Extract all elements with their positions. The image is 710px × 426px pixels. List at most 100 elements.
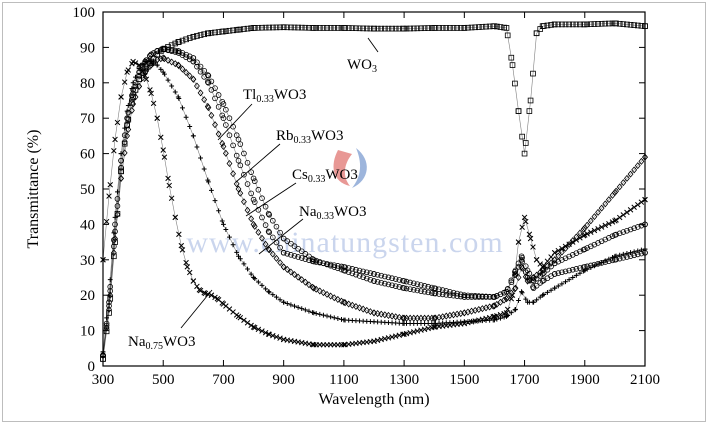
data-point bbox=[172, 40, 179, 47]
data-point bbox=[214, 295, 221, 302]
data-point bbox=[263, 286, 268, 292]
data-point bbox=[620, 21, 627, 27]
series-Rb0.33WO3 bbox=[100, 46, 648, 359]
data-point bbox=[313, 311, 319, 316]
data-point bbox=[374, 25, 381, 32]
data-point bbox=[306, 308, 312, 314]
y-tick-label: 80 bbox=[80, 76, 95, 92]
data-point bbox=[313, 285, 320, 293]
data-point bbox=[339, 317, 344, 322]
data-point bbox=[566, 241, 572, 247]
data-point bbox=[194, 82, 200, 90]
data-point bbox=[548, 287, 554, 293]
data-point bbox=[250, 196, 257, 203]
data-point bbox=[581, 224, 588, 232]
data-point bbox=[230, 170, 236, 178]
data-point bbox=[443, 288, 450, 294]
data-point bbox=[587, 243, 594, 250]
data-point bbox=[595, 226, 601, 232]
data-point bbox=[190, 33, 197, 40]
data-point bbox=[169, 83, 175, 89]
data-point bbox=[360, 305, 367, 313]
data-point bbox=[205, 30, 212, 37]
data-point bbox=[555, 270, 562, 276]
data-point bbox=[219, 112, 226, 119]
data-point bbox=[599, 260, 605, 265]
data-point bbox=[551, 249, 558, 256]
data-point bbox=[587, 217, 594, 225]
data-point bbox=[616, 214, 623, 221]
data-point bbox=[541, 270, 547, 276]
data-point bbox=[504, 32, 511, 39]
data-point bbox=[270, 24, 276, 31]
data-point bbox=[114, 119, 121, 126]
data-point bbox=[237, 141, 244, 147]
data-point bbox=[638, 23, 645, 29]
data-point bbox=[371, 278, 377, 284]
data-point bbox=[429, 290, 435, 296]
data-point bbox=[378, 25, 385, 32]
data-point bbox=[367, 270, 374, 276]
data-point bbox=[143, 76, 150, 83]
plot-area bbox=[100, 20, 648, 362]
data-point bbox=[638, 247, 644, 253]
data-point bbox=[522, 269, 529, 275]
data-point bbox=[310, 25, 317, 31]
series-Tl0.33WO3 bbox=[100, 46, 648, 359]
data-point bbox=[562, 243, 569, 250]
data-point bbox=[491, 294, 498, 300]
data-point bbox=[363, 269, 370, 276]
data-point bbox=[491, 313, 498, 320]
data-point bbox=[617, 252, 623, 258]
data-point bbox=[638, 199, 645, 205]
y-tick-label: 60 bbox=[80, 147, 95, 163]
data-point bbox=[407, 25, 413, 32]
data-point bbox=[190, 75, 197, 83]
annotation-label: Na0.33WO3 bbox=[299, 204, 367, 222]
data-point bbox=[551, 271, 558, 277]
watermark-text: www.chinatungsten.com bbox=[186, 226, 503, 259]
data-point bbox=[503, 288, 510, 295]
data-point bbox=[274, 294, 279, 300]
data-point bbox=[235, 157, 242, 164]
data-point bbox=[154, 62, 160, 68]
data-point bbox=[425, 283, 432, 290]
data-point bbox=[270, 217, 276, 224]
data-point bbox=[288, 302, 294, 308]
data-point bbox=[345, 269, 352, 275]
data-point bbox=[331, 262, 338, 268]
data-point bbox=[313, 259, 319, 265]
data-point bbox=[295, 304, 301, 310]
data-point bbox=[555, 21, 562, 28]
data-point bbox=[533, 30, 540, 37]
data-point bbox=[389, 282, 395, 289]
data-point bbox=[454, 25, 460, 31]
data-point bbox=[284, 265, 291, 273]
data-point bbox=[371, 338, 377, 344]
data-point bbox=[288, 24, 294, 31]
data-point bbox=[431, 285, 438, 291]
data-point bbox=[265, 228, 272, 235]
data-point bbox=[418, 282, 424, 288]
data-point bbox=[226, 115, 233, 121]
data-point bbox=[277, 335, 283, 341]
annotation-label: WO3 bbox=[347, 57, 377, 75]
data-point bbox=[573, 250, 580, 256]
data-point bbox=[439, 25, 446, 31]
data-point bbox=[234, 250, 240, 255]
data-point bbox=[168, 58, 175, 66]
data-point bbox=[266, 211, 273, 218]
data-point bbox=[431, 314, 438, 322]
data-point bbox=[472, 24, 478, 31]
y-tick-label: 40 bbox=[80, 217, 95, 233]
data-point bbox=[519, 289, 524, 295]
data-point bbox=[132, 83, 139, 90]
data-point bbox=[248, 169, 254, 175]
data-point bbox=[133, 74, 138, 80]
data-point bbox=[461, 292, 468, 299]
data-point bbox=[602, 258, 608, 264]
data-point bbox=[531, 299, 536, 305]
data-point bbox=[562, 21, 569, 28]
data-point bbox=[465, 24, 471, 31]
x-tick-label: 700 bbox=[212, 372, 235, 388]
